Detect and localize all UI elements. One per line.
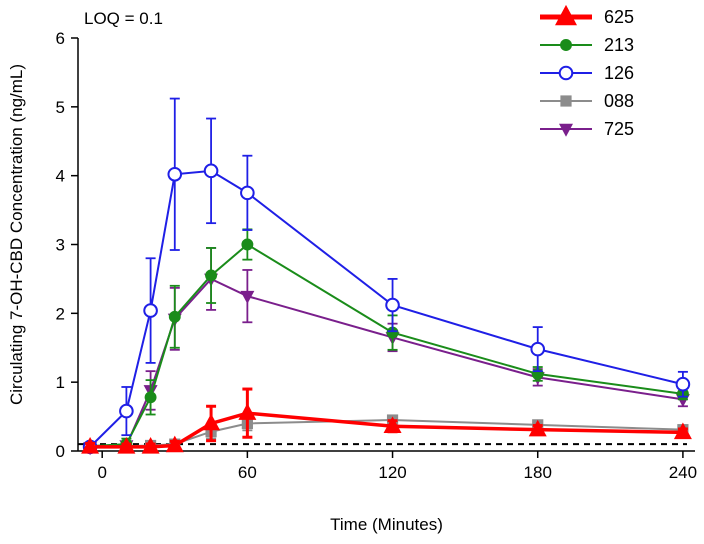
data-point (240, 290, 255, 304)
legend-item-088: 088 (540, 91, 634, 111)
y-tick-label: 3 (56, 236, 65, 255)
data-point (530, 341, 546, 357)
y-tick-label: 2 (56, 304, 65, 323)
legend-marker (560, 95, 572, 107)
y-tick-label: 6 (56, 29, 65, 48)
legend-marker (555, 4, 577, 26)
legend-item-126: 126 (540, 63, 634, 83)
data-point (528, 419, 547, 437)
data-point (240, 185, 255, 201)
y-tick-label: 5 (56, 98, 65, 117)
x-axis-title: Time (Minutes) (330, 515, 443, 534)
data-point (385, 297, 400, 313)
x-ticks: 0 60 120 180 240 (97, 451, 697, 482)
data-point (165, 435, 184, 453)
series-line (90, 243, 684, 448)
data-point (241, 238, 254, 251)
axes (77, 38, 695, 452)
legend-label: 126 (604, 63, 634, 83)
data-point (238, 403, 257, 420)
data-point (143, 303, 158, 318)
legend-marker (560, 39, 572, 51)
loq-annotation: LOQ = 0.1 (84, 9, 163, 28)
legend-item-625: 625 (540, 4, 634, 27)
y-axis-title: Circulating 7-OH-CBD Concentration (ng/m… (7, 64, 26, 405)
legend-label: 088 (604, 91, 634, 111)
y-tick-label: 4 (56, 167, 65, 186)
legend: 625 213 126 088 725 (540, 4, 634, 139)
x-tick-label: 180 (524, 463, 552, 482)
data-point (205, 269, 218, 282)
data-point (202, 413, 221, 431)
data-point (386, 326, 399, 339)
data-point (673, 422, 692, 440)
data-point (141, 436, 160, 454)
data-point (383, 416, 402, 433)
series-625 (81, 387, 692, 454)
legend-marker (559, 123, 573, 137)
y-tick-label: 0 (56, 442, 65, 461)
data-point (119, 403, 134, 419)
series-126 (82, 97, 691, 455)
data-point (144, 391, 157, 404)
data-point (203, 163, 219, 179)
data-point (168, 310, 181, 323)
data-point (675, 376, 691, 392)
x-tick-label: 0 (97, 463, 106, 482)
legend-label: 725 (604, 119, 634, 139)
legend-label: 213 (604, 35, 634, 55)
legend-item-725: 725 (540, 119, 634, 139)
y-tick-label: 1 (56, 373, 65, 392)
x-tick-label: 60 (238, 463, 257, 482)
y-ticks: 0 1 2 3 4 5 6 (56, 29, 78, 461)
series-213 (84, 228, 689, 453)
legend-marker (558, 65, 574, 81)
x-tick-label: 240 (669, 463, 697, 482)
x-tick-label: 120 (378, 463, 406, 482)
data-point (117, 436, 136, 454)
data-point (81, 436, 100, 454)
data-point (167, 166, 183, 182)
legend-label: 625 (604, 7, 634, 27)
plot-area (81, 97, 692, 456)
legend-item-213: 213 (540, 35, 634, 55)
